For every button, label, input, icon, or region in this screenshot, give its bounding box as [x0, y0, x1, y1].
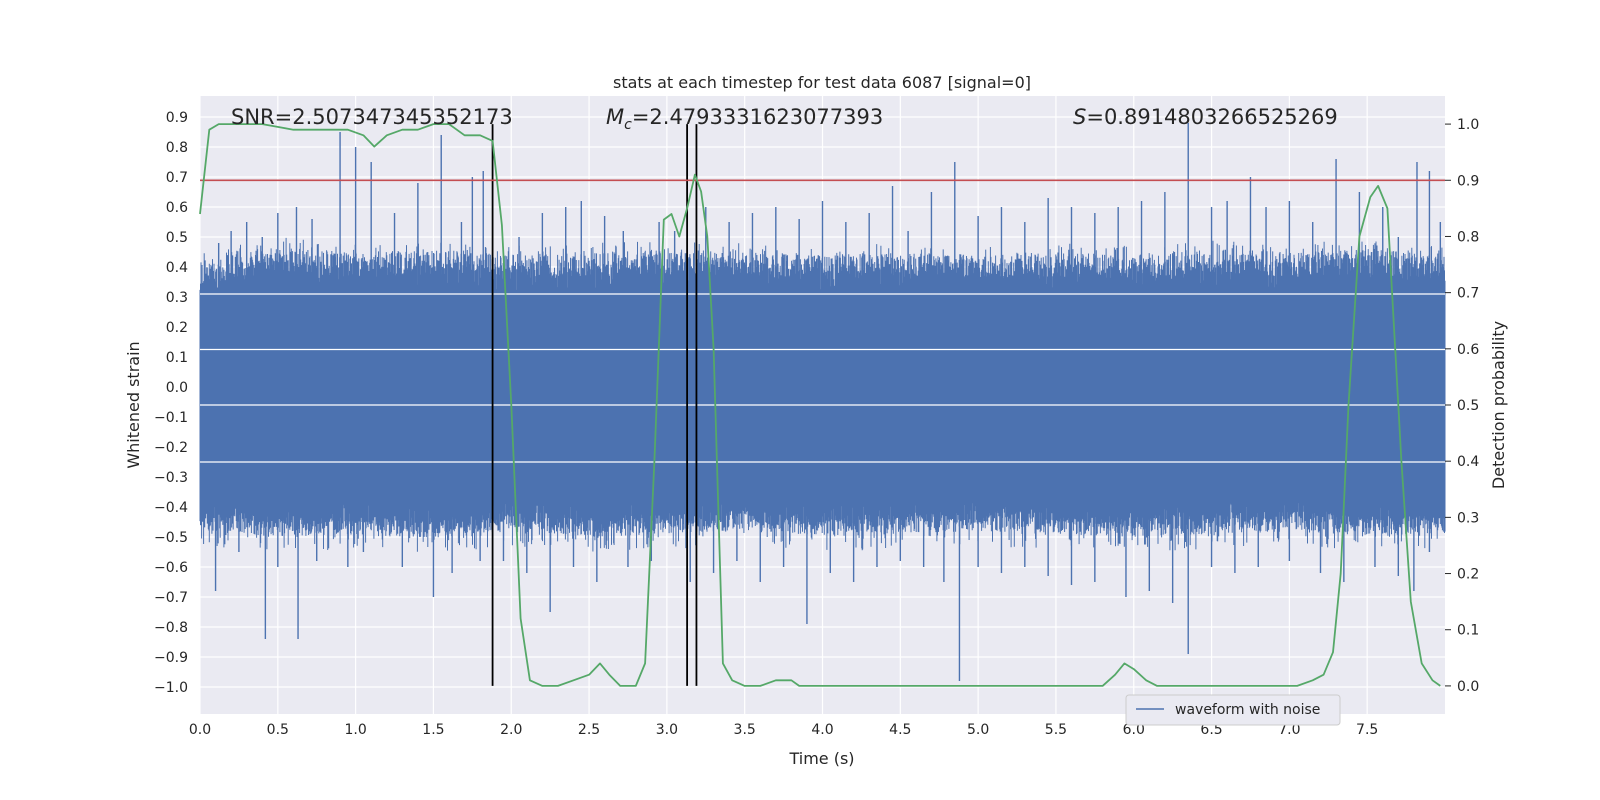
x-tick-label: 0.0 — [189, 722, 211, 738]
y-tick-label: 0.5 — [166, 230, 188, 246]
y-tick-label: 0.1 — [166, 350, 188, 366]
y2-tick-label: 0.9 — [1457, 173, 1479, 189]
score-annotation: S=0.8914803266525269 — [1073, 105, 1338, 129]
y2-axis-label: Detection probability — [1489, 321, 1508, 489]
y-tick-label: 0.4 — [166, 260, 188, 276]
y-axis-label: Whitened strain — [124, 341, 143, 468]
y2-tick-label: 0.8 — [1457, 229, 1479, 245]
y-tick-label: −0.9 — [154, 650, 188, 666]
y-tick-label: −0.1 — [154, 410, 188, 426]
x-tick-label: 1.5 — [422, 722, 444, 738]
y2-tick-label: 1.0 — [1457, 117, 1479, 133]
y-tick-label: −1.0 — [154, 680, 188, 696]
y-tick-label: 0.3 — [166, 290, 188, 306]
x-tick-label: 2.5 — [578, 722, 600, 738]
chirp-mass-subscript: c — [624, 117, 632, 133]
y-tick-label: 0.6 — [166, 200, 188, 216]
legend-box — [1125, 694, 1341, 726]
y-tick-label: −0.8 — [154, 620, 188, 636]
x-axis-ticks: 0.0 0.5 1.0 1.5 2.0 2.5 3.0 3.5 4.0 4.5 5.0 5.5 6.0 6… — [189, 722, 1378, 738]
x-tick-label: 4.0 — [811, 722, 833, 738]
x-tick-label: 7.5 — [1356, 722, 1378, 738]
chirp-mass-symbol: M — [606, 105, 624, 129]
score-value: =0.8914803266525269 — [1086, 105, 1337, 129]
y-tick-label: 0.0 — [166, 380, 188, 396]
x-tick-label: 7.0 — [1278, 722, 1300, 738]
y-axis-ticks: −1.0 −0.9 −0.8 −0.7 −0.6 −0.5 −0.4 −0.3 −0.2 −0.1… — [154, 110, 188, 696]
waveform-series — [199, 123, 1446, 681]
chirp-mass-value: =2.4793331623077393 — [632, 105, 883, 129]
chirp-mass-annotation: Mc=2.4793331623077393 — [606, 105, 883, 133]
y2-tick-label: 0.7 — [1457, 286, 1479, 302]
x-tick-label: 4.5 — [889, 722, 911, 738]
y2-tick-label: 0.3 — [1457, 510, 1479, 526]
y2-tick-label: 0.1 — [1457, 623, 1479, 639]
x-axis-label: Time (s) — [788, 749, 854, 768]
y-tick-label: −0.2 — [154, 440, 188, 456]
x-tick-label: 5.5 — [1045, 722, 1067, 738]
y-tick-label: 0.2 — [166, 320, 188, 336]
x-tick-label: 3.0 — [656, 722, 678, 738]
x-tick-label: 6.0 — [1123, 722, 1145, 738]
x-tick-label: 2.0 — [500, 722, 522, 738]
snr-annotation: SNR=2.507347345352173 — [231, 105, 513, 129]
y-tick-label: −0.4 — [154, 500, 188, 516]
legend: waveform with noise — [1125, 694, 1341, 726]
chart-title: stats at each timestep for test data 608… — [613, 73, 1031, 92]
x-tick-label: 0.5 — [267, 722, 289, 738]
y2-tick-label: 0.2 — [1457, 567, 1479, 583]
x-tick-label: 6.5 — [1200, 722, 1222, 738]
overlays — [199, 123, 1445, 687]
y-tick-label: −0.3 — [154, 470, 188, 486]
y-tick-label: 0.8 — [166, 140, 188, 156]
y2-tick-label: 0.4 — [1457, 454, 1479, 470]
x-tick-label: 1.0 — [344, 722, 366, 738]
probability-line — [199, 123, 1441, 687]
y2-tick-label: 0.6 — [1457, 342, 1479, 358]
y-tick-label: −0.5 — [154, 530, 188, 546]
y-tick-label: −0.6 — [154, 560, 188, 576]
score-symbol: S — [1073, 105, 1086, 129]
y2-axis-ticks: 0.0 0.1 0.2 0.3 0.4 0.5 0.6 0.7 0.8 0.9 1.0 — [1445, 117, 1479, 695]
y-tick-label: 0.9 — [166, 110, 188, 126]
legend-label: waveform with noise — [1175, 702, 1320, 718]
y2-tick-label: 0.5 — [1457, 398, 1479, 414]
y-tick-label: 0.7 — [166, 170, 188, 186]
x-tick-label: 3.5 — [734, 722, 756, 738]
y-tick-label: −0.7 — [154, 590, 188, 606]
y2-tick-label: 0.0 — [1457, 679, 1479, 695]
x-tick-label: 5.0 — [967, 722, 989, 738]
